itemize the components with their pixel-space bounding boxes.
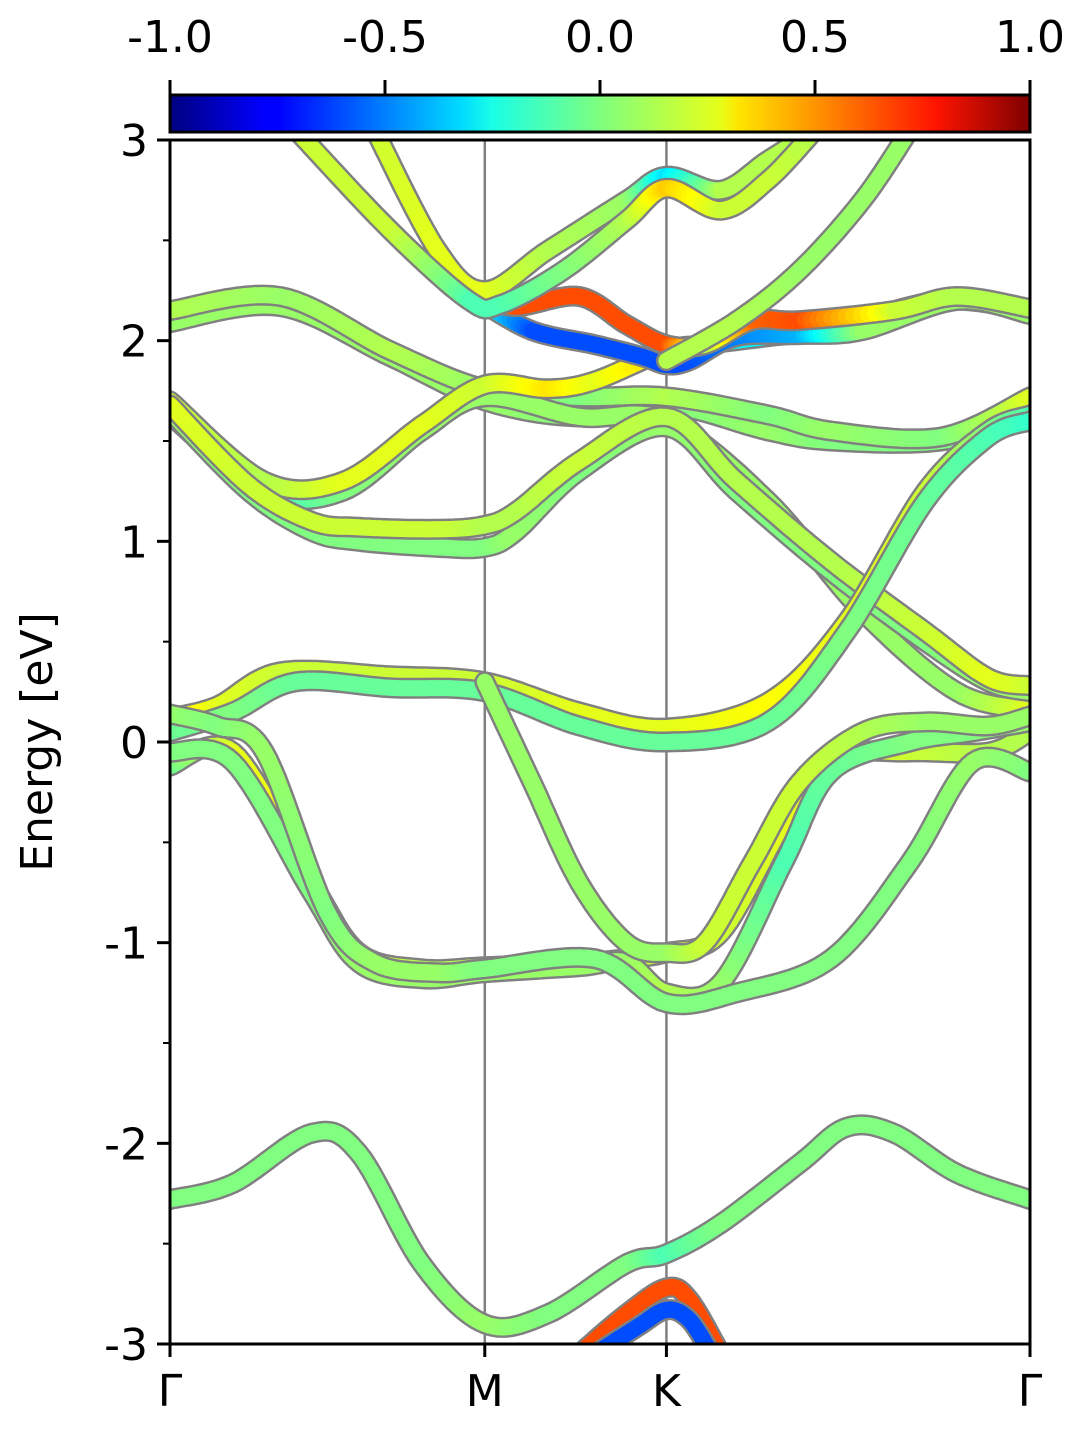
colorbar: -1.0 -0.5 0.0 0.5 1.0	[127, 12, 1065, 132]
k-point-label: Γ	[1018, 1366, 1043, 1417]
colorbar-tick-label: 0.0	[565, 12, 635, 63]
y-axis-label: Energy [eV]	[12, 612, 63, 872]
colorbar-gradient	[170, 95, 1030, 132]
band-segment	[597, 1352, 599, 1353]
y-tick-label: 3	[120, 116, 148, 167]
band-segment	[711, 1353, 712, 1354]
band-segment	[586, 1345, 589, 1348]
band-segment	[716, 1345, 718, 1349]
y-tick-label: 2	[120, 317, 148, 368]
band-segment	[808, 135, 811, 138]
band-segment	[601, 1348, 604, 1350]
y-tick-label: 1	[120, 517, 148, 568]
y-tick-label: 0	[120, 718, 148, 769]
band-segment	[805, 134, 808, 136]
y-axis-ticks: 3 2 1 0 -1 -2 -3	[104, 116, 170, 1371]
colorbar-tick-label: 1.0	[995, 12, 1065, 63]
k-point-label: M	[466, 1366, 504, 1417]
band-segment	[581, 1350, 583, 1352]
band-segment	[599, 1350, 601, 1352]
plot-area: 3 2 1 0 -1 -2 -3 Γ M K Γ Energy [eV]	[12, 116, 1043, 1417]
k-point-label: K	[652, 1366, 682, 1417]
colorbar-tick-label: -1.0	[127, 12, 213, 63]
band-segment	[595, 1353, 597, 1354]
band-segment	[718, 1349, 720, 1352]
band-segment	[584, 1348, 587, 1351]
band-segment	[710, 1351, 711, 1353]
y-tick-label: -2	[104, 1119, 148, 1170]
band-segment	[707, 1346, 708, 1348]
band-segment	[802, 136, 805, 138]
y-tick-label: -1	[104, 919, 148, 970]
y-tick-label: -3	[104, 1320, 148, 1371]
band-segment	[604, 1346, 607, 1348]
colorbar-ticks: -1.0 -0.5 0.0 0.5 1.0	[127, 12, 1065, 95]
colorbar-tick-label: -0.5	[342, 12, 428, 63]
band-segment	[579, 1352, 581, 1354]
band-segment	[708, 1349, 709, 1351]
band-segment	[720, 1352, 721, 1354]
k-point-label: Γ	[158, 1366, 183, 1417]
colorbar-tick-label: 0.5	[780, 12, 850, 63]
